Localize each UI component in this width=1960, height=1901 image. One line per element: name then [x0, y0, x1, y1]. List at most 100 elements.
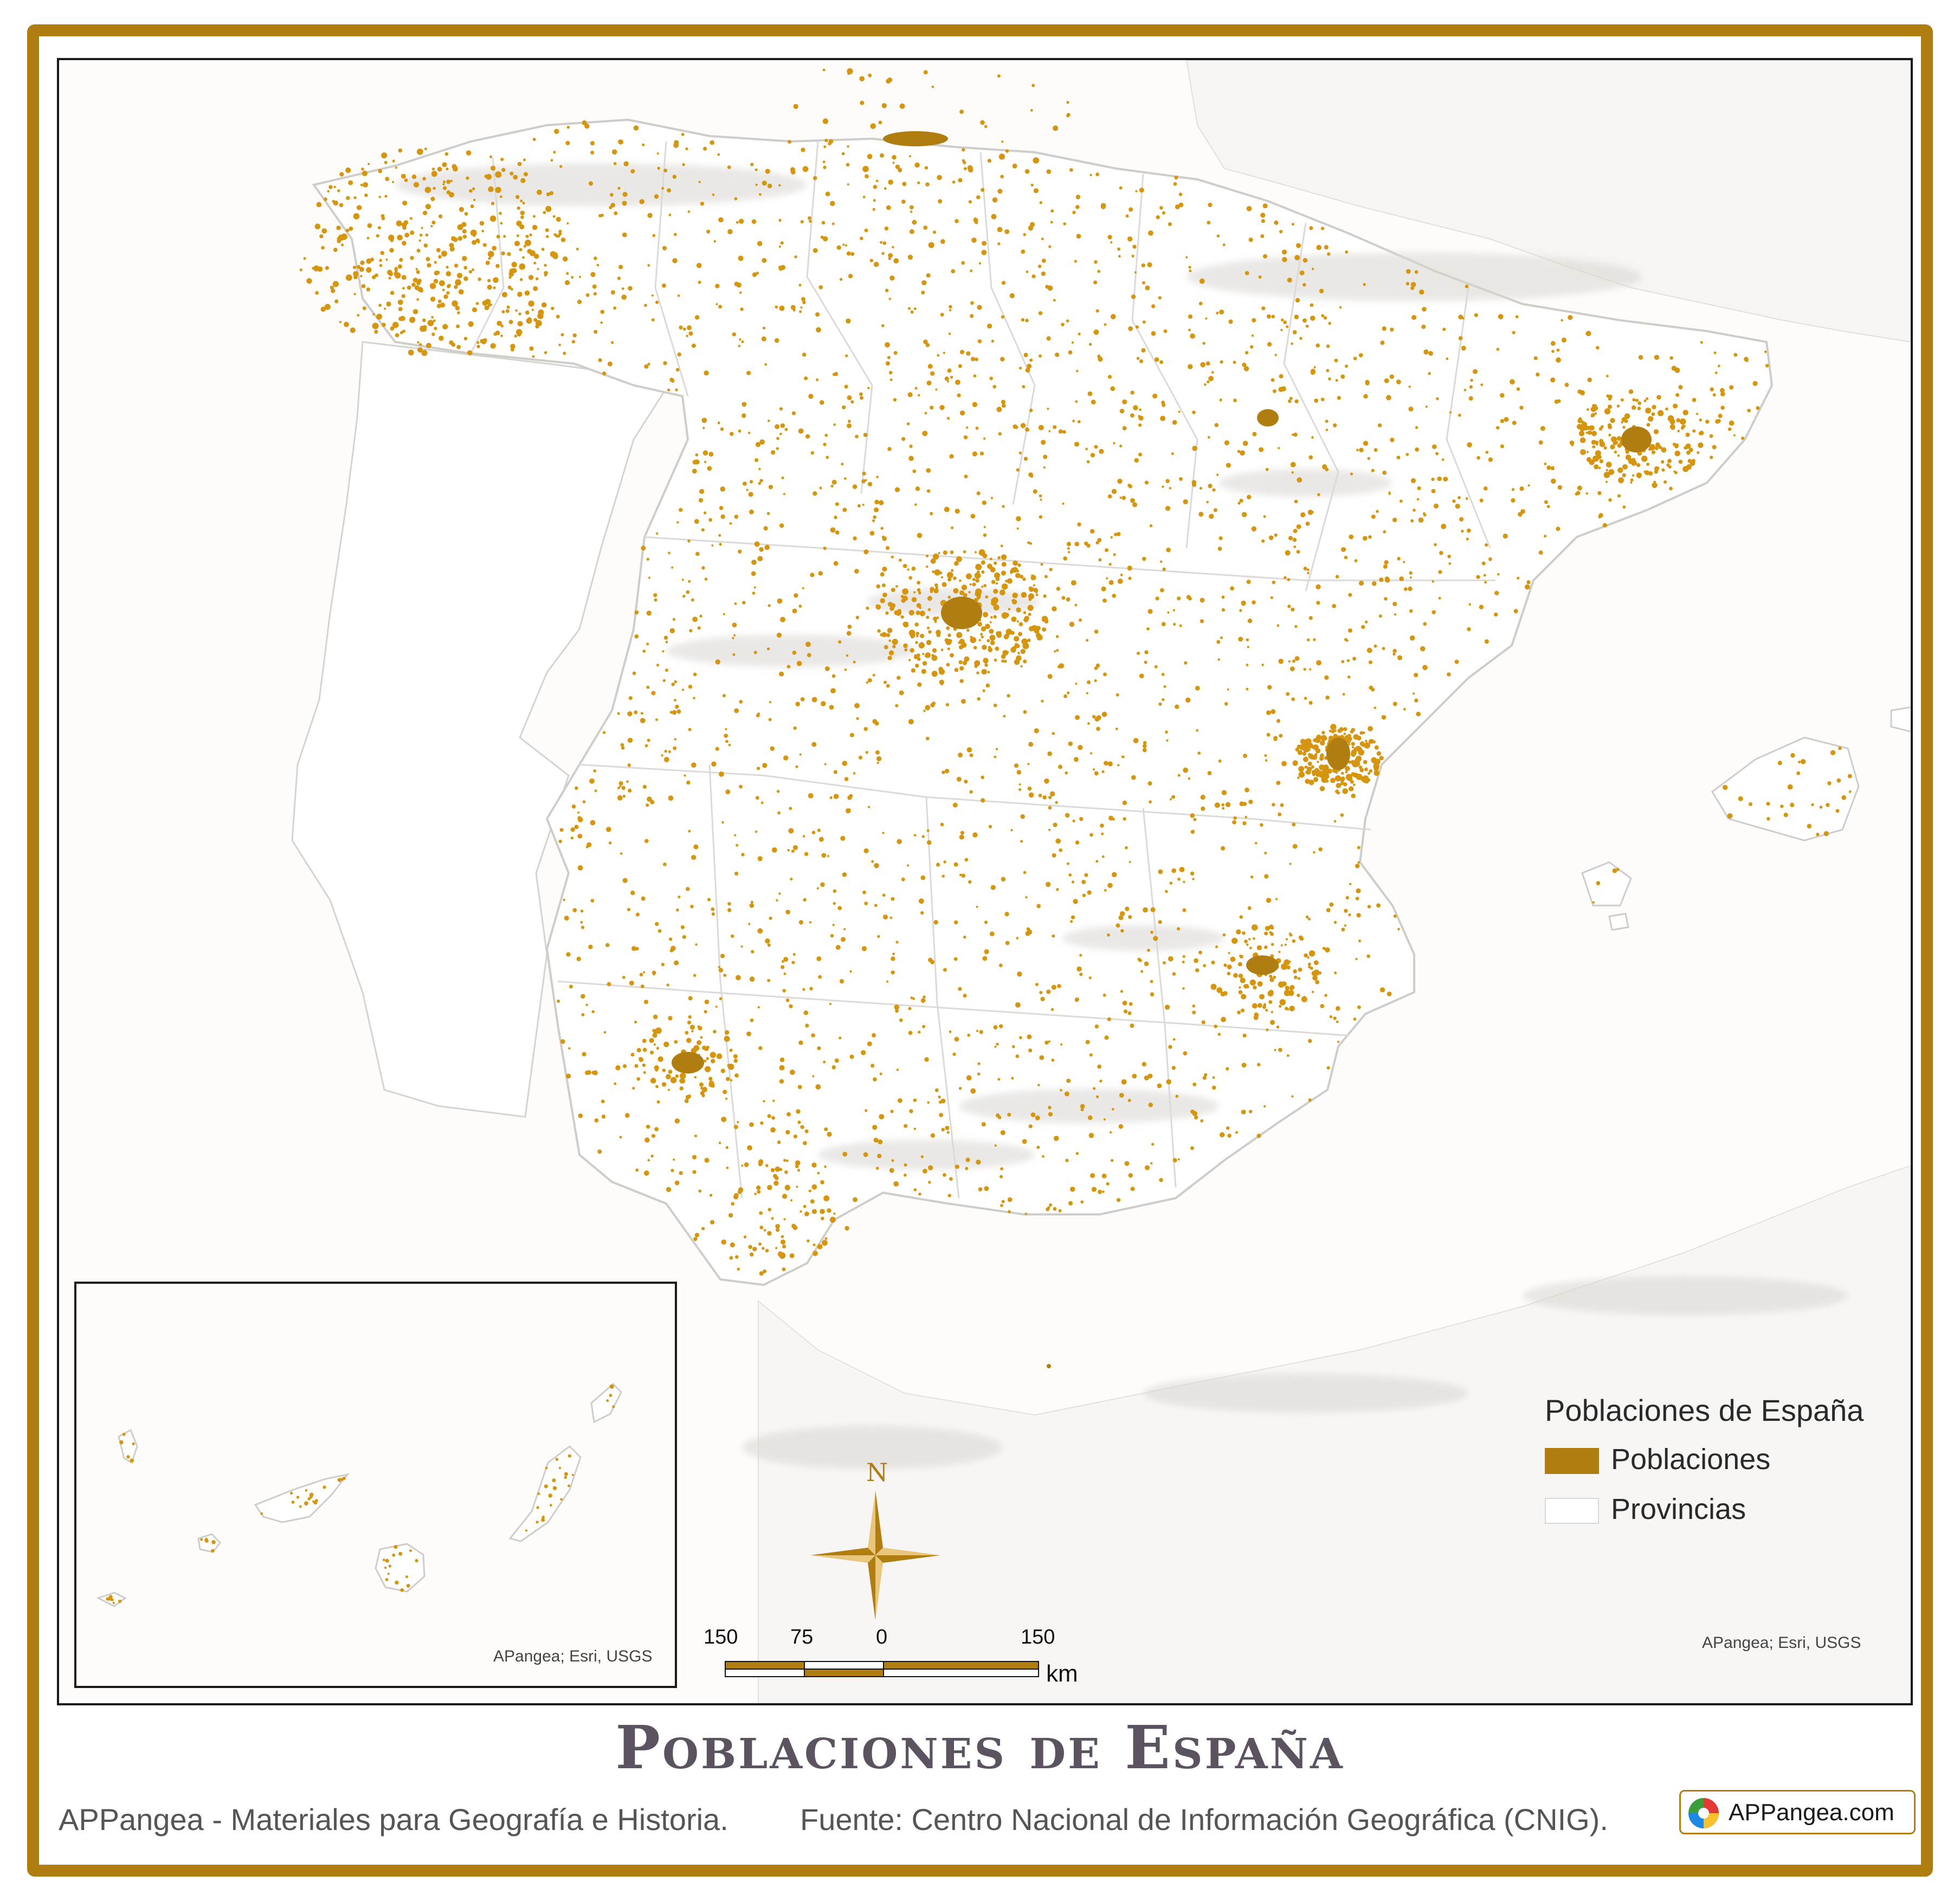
population-dot: [1752, 381, 1758, 386]
population-dot: [823, 546, 827, 550]
population-dot: [893, 1181, 899, 1187]
population-dot: [1128, 915, 1132, 919]
population-dot: [878, 1139, 883, 1145]
population-dot: [1117, 479, 1123, 484]
population-dot: [878, 120, 882, 125]
population-dot: [1678, 385, 1683, 390]
population-dot: [757, 766, 760, 771]
population-dot: [999, 1024, 1003, 1029]
population-dot: [771, 1217, 774, 1220]
population-dot: [1058, 429, 1063, 434]
population-dot: [1035, 1115, 1040, 1121]
population-dot: [1632, 405, 1636, 410]
population-dot: [468, 270, 473, 274]
population-dot: [1329, 1015, 1333, 1019]
population-dot: [1408, 406, 1414, 412]
population-dot: [353, 196, 357, 199]
population-dot: [1031, 274, 1036, 279]
population-dot: [1637, 406, 1641, 410]
population-dot: [1314, 736, 1321, 743]
population-dot: [718, 1141, 721, 1145]
population-dot: [763, 1269, 767, 1273]
population-dot: [1073, 756, 1079, 762]
population-dot: [1264, 874, 1269, 879]
population-dot: [1261, 663, 1264, 667]
population-dot: [1654, 469, 1658, 474]
appangea-link[interactable]: APPangea.com: [1679, 1790, 1916, 1834]
population-dot: [634, 1064, 639, 1068]
population-dot: [1307, 761, 1312, 766]
population-dot: [1163, 329, 1168, 333]
population-dot: [873, 199, 876, 202]
population-dot: [848, 419, 851, 423]
population-dot: [1602, 523, 1607, 528]
population-dot: [1125, 907, 1130, 911]
population-dot: [1042, 627, 1047, 632]
population-dot: [805, 434, 810, 439]
population-dot: [1233, 360, 1236, 364]
population-dot: [464, 212, 468, 216]
population-dot: [390, 290, 395, 295]
population-dot: [1166, 1079, 1171, 1085]
population-dot: [1848, 790, 1852, 793]
population-dot: [1004, 229, 1010, 234]
population-dot: [1053, 425, 1057, 429]
population-dot: [1117, 578, 1123, 584]
population-dot: [1013, 560, 1018, 566]
population-dot: [987, 639, 990, 643]
population-dot: [681, 688, 685, 691]
population-dot: [697, 1040, 702, 1045]
population-dot: [888, 257, 891, 260]
population-dot: [419, 234, 423, 237]
population-dot: [1001, 877, 1006, 882]
population-dot: [1244, 939, 1248, 943]
population-dot: [863, 549, 869, 554]
population-dot: [364, 193, 368, 197]
population-dot: [590, 820, 596, 826]
population-dot: [1005, 149, 1009, 153]
population-dot: [1488, 457, 1493, 462]
population-dot: [1128, 1173, 1133, 1178]
population-dot: [1095, 860, 1099, 863]
population-dot: [795, 701, 800, 707]
population-dot: [618, 781, 623, 786]
population-dot: [1592, 455, 1599, 462]
population-dot: [694, 1076, 697, 1079]
population-dot: [431, 332, 435, 337]
population-dot: [899, 1018, 903, 1022]
population-dot: [1204, 1073, 1208, 1077]
population-dot: [1055, 801, 1058, 804]
population-dot: [1481, 561, 1486, 566]
population-dot: [501, 167, 506, 172]
population-dot: [1621, 417, 1627, 422]
population-dot: [1454, 659, 1459, 664]
population-dot: [754, 541, 760, 547]
population-dot: [895, 941, 899, 944]
population-dot: [1198, 950, 1202, 955]
population-dot: [1826, 803, 1830, 807]
population-dot: [1432, 444, 1437, 449]
population-dot: [1033, 157, 1040, 164]
population-dot: [763, 1229, 766, 1232]
population-dot: [765, 1164, 769, 1167]
population-dot: [1018, 788, 1022, 791]
population-dot: [928, 630, 932, 634]
population-dot: [1060, 1089, 1062, 1092]
population-dot: [1078, 332, 1081, 335]
population-dot: [1059, 848, 1063, 852]
population-dot: [972, 578, 976, 581]
population-dot: [940, 648, 944, 651]
population-dot: [847, 423, 852, 429]
population-dot: [315, 1499, 318, 1502]
population-dot: [1063, 694, 1067, 699]
population-dot: [920, 875, 926, 880]
population-dot: [991, 600, 997, 606]
population-dot: [915, 641, 918, 644]
population-dot: [1713, 351, 1717, 354]
population-dot: [919, 610, 926, 617]
population-dot: [983, 584, 987, 587]
population-dot: [1056, 635, 1059, 638]
population-dot: [1246, 663, 1249, 667]
population-dot: [1363, 760, 1368, 764]
population-dot: [924, 653, 929, 658]
